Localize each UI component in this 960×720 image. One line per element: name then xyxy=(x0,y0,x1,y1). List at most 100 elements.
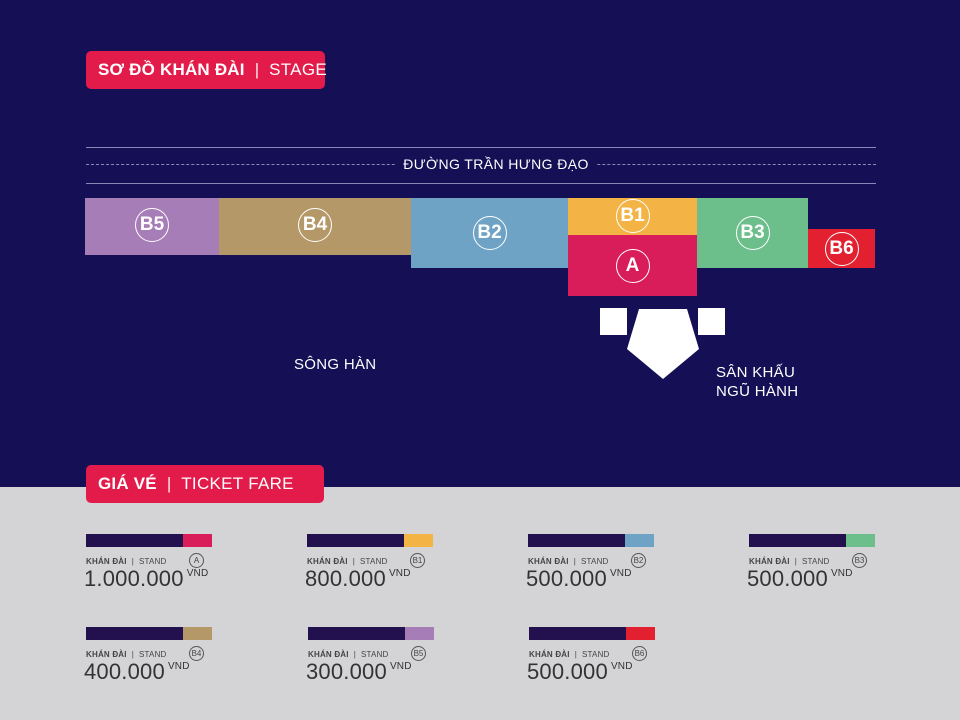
street-top-line xyxy=(86,147,876,148)
fare-price: 1.000.000 VND xyxy=(84,566,208,592)
fare-price-value: 300.000 xyxy=(306,659,387,684)
fare-section-badge: B2 xyxy=(631,553,646,568)
stage-title-en: STAGE xyxy=(269,60,327,79)
fare-title-separator: | xyxy=(166,474,172,493)
fare-card-a: KHÁN ĐÀI | STAND A 1.000.000 VND xyxy=(84,534,212,614)
stand-vn: KHÁN ĐÀI xyxy=(86,650,127,659)
fare-bar-section-color xyxy=(404,534,433,547)
fare-price: 400.000 VND xyxy=(84,659,190,685)
stage-title-vn: SƠ ĐỒ KHÁN ĐÀI xyxy=(98,60,245,79)
fare-card-b4: KHÁN ĐÀI | STAND B4 400.000 VND xyxy=(84,627,212,707)
fare-color-bar xyxy=(528,534,654,547)
fare-price: 500.000 VND xyxy=(527,659,633,685)
fare-currency: VND xyxy=(609,568,632,579)
stand-en: STAND xyxy=(581,557,609,566)
section-b2[interactable]: B2 xyxy=(411,198,568,268)
fare-title-vn: GIÁ VÉ xyxy=(98,474,157,493)
stage-name-line1: SÂN KHẤU xyxy=(716,364,796,381)
fare-bar-base xyxy=(529,627,626,640)
fare-bar-section-color xyxy=(405,627,434,640)
fare-price: 300.000 VND xyxy=(306,659,412,685)
fare-section-badge: A xyxy=(189,553,204,568)
section-b5-label: B5 xyxy=(135,208,169,242)
section-b6-label: B6 xyxy=(824,231,859,266)
stand-en: STAND xyxy=(139,557,167,566)
stand-vn: KHÁN ĐÀI xyxy=(749,557,790,566)
stage-title-badge: SƠ ĐỒ KHÁN ĐÀI | STAGE xyxy=(86,51,327,89)
ticket-fare-panel xyxy=(0,487,960,720)
fare-section-badge: B5 xyxy=(411,646,426,661)
section-b2-label: B2 xyxy=(472,216,507,250)
fare-bar-base xyxy=(307,534,404,547)
section-b1[interactable]: B1 xyxy=(568,198,697,235)
section-b6[interactable]: B6 xyxy=(808,229,875,268)
fare-bar-section-color xyxy=(183,534,212,547)
stand-separator: | xyxy=(794,557,797,566)
stand-vn: KHÁN ĐÀI xyxy=(529,650,570,659)
section-b5[interactable]: B5 xyxy=(85,198,219,255)
fare-stand-label: KHÁN ĐÀI | STAND xyxy=(529,650,610,659)
section-b4[interactable]: B4 xyxy=(219,198,411,255)
fare-color-bar xyxy=(529,627,655,640)
fare-price: 500.000 VND xyxy=(747,566,853,592)
stage-shape xyxy=(627,309,699,379)
fare-price-value: 500.000 xyxy=(527,659,608,684)
fare-color-bar xyxy=(86,534,212,547)
fare-bar-base xyxy=(86,627,183,640)
fare-bar-section-color xyxy=(846,534,875,547)
fare-bar-base xyxy=(749,534,846,547)
fare-price: 800.000 VND xyxy=(305,566,411,592)
fare-stand-label: KHÁN ĐÀI | STAND xyxy=(528,557,609,566)
stand-vn: KHÁN ĐÀI xyxy=(528,557,569,566)
fare-currency: VND xyxy=(389,661,412,672)
fare-price-value: 500.000 xyxy=(526,566,607,591)
fare-currency: VND xyxy=(167,661,190,672)
fare-section-badge: B1 xyxy=(410,553,425,568)
stage-name-line2: NGŨ HÀNH xyxy=(716,383,799,400)
section-a-label: A xyxy=(615,248,650,283)
fare-stand-label: KHÁN ĐÀI | STAND xyxy=(307,557,388,566)
fare-stand-label: KHÁN ĐÀI | STAND xyxy=(749,557,830,566)
fare-stand-label: KHÁN ĐÀI | STAND xyxy=(308,650,389,659)
stand-vn: KHÁN ĐÀI xyxy=(307,557,348,566)
stand-separator: | xyxy=(131,650,134,659)
fare-section-badge: B6 xyxy=(632,646,647,661)
stand-en: STAND xyxy=(361,650,389,659)
section-a[interactable]: A xyxy=(568,235,697,296)
stand-separator: | xyxy=(573,557,576,566)
river-label: SÔNG HÀN xyxy=(294,356,377,373)
fare-bar-section-color xyxy=(626,627,655,640)
stand-separator: | xyxy=(574,650,577,659)
fare-price-value: 1.000.000 xyxy=(84,566,184,591)
fare-price-value: 400.000 xyxy=(84,659,165,684)
fare-card-b3: KHÁN ĐÀI | STAND B3 500.000 VND xyxy=(747,534,875,614)
fare-card-b6: KHÁN ĐÀI | STAND B6 500.000 VND xyxy=(527,627,655,707)
stand-separator: | xyxy=(352,557,355,566)
stage-left-wing xyxy=(600,308,627,335)
fare-bar-base xyxy=(86,534,183,547)
fare-bar-base xyxy=(308,627,405,640)
fare-card-b2: KHÁN ĐÀI | STAND B2 500.000 VND xyxy=(526,534,654,614)
fare-bar-section-color xyxy=(183,627,212,640)
stand-en: STAND xyxy=(139,650,167,659)
street-bottom-line xyxy=(86,183,876,184)
fare-price: 500.000 VND xyxy=(526,566,632,592)
section-b1-label: B1 xyxy=(615,198,650,233)
fare-color-bar xyxy=(86,627,212,640)
fare-color-bar xyxy=(308,627,434,640)
stand-en: STAND xyxy=(802,557,830,566)
stand-en: STAND xyxy=(582,650,610,659)
fare-currency: VND xyxy=(610,661,633,672)
section-b4-label: B4 xyxy=(298,208,332,242)
fare-bar-base xyxy=(528,534,625,547)
fare-card-b5: KHÁN ĐÀI | STAND B5 300.000 VND xyxy=(306,627,434,707)
stand-en: STAND xyxy=(360,557,388,566)
fare-stand-label: KHÁN ĐÀI | STAND xyxy=(86,650,167,659)
section-b3[interactable]: B3 xyxy=(697,198,808,268)
ticket-fare-badge: GIÁ VÉ | TICKET FARE xyxy=(86,465,324,503)
fare-title-en: TICKET FARE xyxy=(181,474,294,493)
fare-currency: VND xyxy=(388,568,411,579)
fare-stand-label: KHÁN ĐÀI | STAND xyxy=(86,557,167,566)
stand-separator: | xyxy=(353,650,356,659)
fare-section-badge: B4 xyxy=(189,646,204,661)
